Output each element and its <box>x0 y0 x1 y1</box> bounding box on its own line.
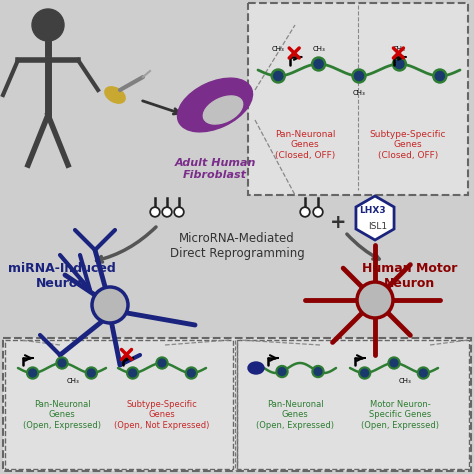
Circle shape <box>361 369 369 377</box>
Circle shape <box>388 357 400 369</box>
Circle shape <box>278 368 286 375</box>
Circle shape <box>359 367 371 379</box>
Circle shape <box>58 359 66 367</box>
Ellipse shape <box>203 96 243 124</box>
Circle shape <box>56 357 68 369</box>
Text: Pan-Neuronal
Genes
(Open, Expressed): Pan-Neuronal Genes (Open, Expressed) <box>23 400 101 430</box>
Text: CH₃: CH₃ <box>272 46 284 52</box>
Circle shape <box>314 59 323 69</box>
Circle shape <box>27 367 39 379</box>
Circle shape <box>300 207 310 217</box>
Circle shape <box>390 359 398 367</box>
Text: Subtype-Specific
Genes
(Closed, OFF): Subtype-Specific Genes (Closed, OFF) <box>370 130 446 160</box>
Circle shape <box>273 72 283 81</box>
Circle shape <box>417 367 429 379</box>
Circle shape <box>435 72 444 81</box>
Ellipse shape <box>105 87 125 103</box>
Circle shape <box>271 69 285 83</box>
Text: miRNA-Induced
Neuron: miRNA-Induced Neuron <box>8 262 116 290</box>
Text: Pan-Neuronal
Genes
(Open, Expressed): Pan-Neuronal Genes (Open, Expressed) <box>256 400 334 430</box>
Text: CH₃: CH₃ <box>312 46 325 52</box>
Circle shape <box>32 9 64 41</box>
Circle shape <box>355 72 364 81</box>
Circle shape <box>315 209 321 215</box>
Circle shape <box>150 207 160 217</box>
Circle shape <box>158 359 166 367</box>
Circle shape <box>164 209 170 215</box>
Circle shape <box>162 207 172 217</box>
Text: CH₃: CH₃ <box>393 46 406 52</box>
Circle shape <box>302 209 308 215</box>
Circle shape <box>176 209 182 215</box>
Circle shape <box>87 369 95 377</box>
FancyBboxPatch shape <box>3 338 471 471</box>
Text: Adult Human
Fibroblast: Adult Human Fibroblast <box>174 158 255 180</box>
Circle shape <box>433 69 447 83</box>
Circle shape <box>312 365 324 377</box>
Ellipse shape <box>177 78 253 132</box>
Circle shape <box>127 367 139 379</box>
Circle shape <box>357 282 393 318</box>
Ellipse shape <box>248 362 264 374</box>
Text: LHX3: LHX3 <box>359 206 385 215</box>
Circle shape <box>156 357 168 369</box>
Text: Motor Neuron-
Specific Genes
(Open, Expressed): Motor Neuron- Specific Genes (Open, Expr… <box>361 400 439 430</box>
Circle shape <box>352 69 366 83</box>
Circle shape <box>276 365 288 377</box>
Text: Subtype-Specific
Genes
(Open, Not Expressed): Subtype-Specific Genes (Open, Not Expres… <box>114 400 210 430</box>
Circle shape <box>395 59 404 69</box>
FancyBboxPatch shape <box>248 3 468 195</box>
Circle shape <box>29 369 36 377</box>
Text: CH₃: CH₃ <box>67 378 79 384</box>
Circle shape <box>185 367 197 379</box>
Text: Human Motor
Neuron: Human Motor Neuron <box>362 262 458 290</box>
Circle shape <box>174 207 184 217</box>
Circle shape <box>313 207 323 217</box>
Text: CH₃: CH₃ <box>399 378 411 384</box>
Text: ISL1: ISL1 <box>368 222 388 231</box>
Text: Pan-Neuronal
Genes
(Closed, OFF): Pan-Neuronal Genes (Closed, OFF) <box>275 130 335 160</box>
Circle shape <box>129 369 137 377</box>
Circle shape <box>152 209 158 215</box>
Text: +: + <box>330 212 346 231</box>
Circle shape <box>311 57 326 71</box>
Text: CH₃: CH₃ <box>353 90 365 96</box>
Circle shape <box>392 57 406 71</box>
Polygon shape <box>356 196 394 240</box>
Text: MicroRNA-Mediated
Direct Reprogramming: MicroRNA-Mediated Direct Reprogramming <box>170 232 304 260</box>
Circle shape <box>314 368 322 375</box>
Circle shape <box>187 369 195 377</box>
Circle shape <box>419 369 427 377</box>
Circle shape <box>92 287 128 323</box>
Circle shape <box>85 367 97 379</box>
